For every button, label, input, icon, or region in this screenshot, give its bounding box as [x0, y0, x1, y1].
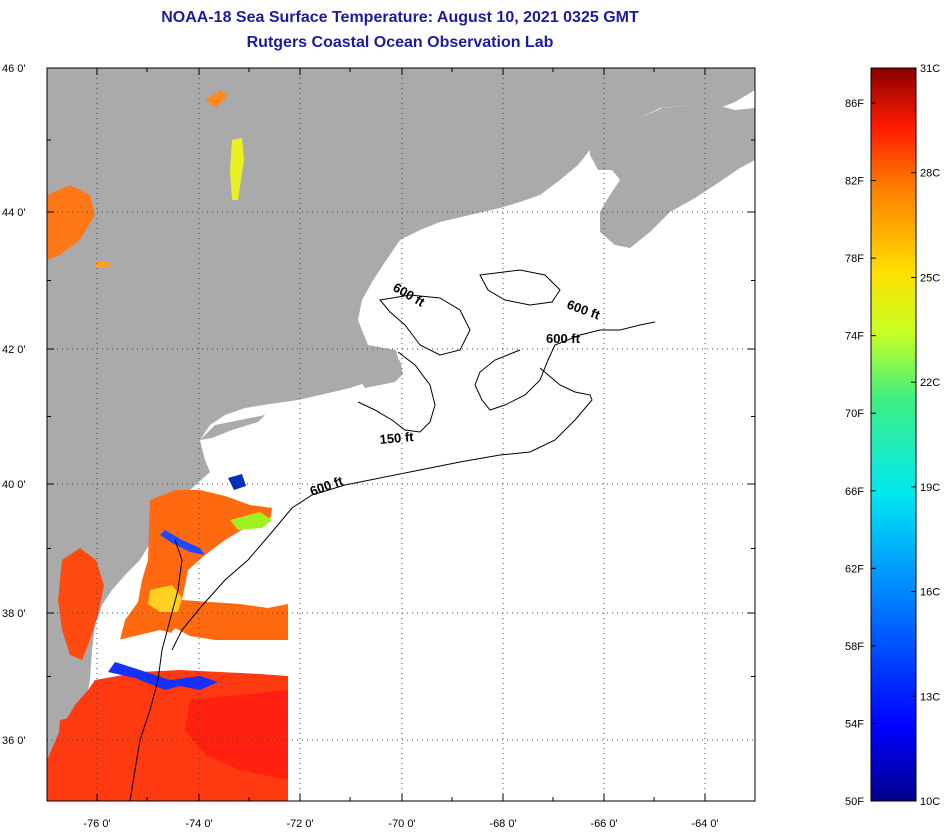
contour-label-600-c: 600 ft: [546, 331, 581, 346]
lat-label: 46 0': [2, 63, 26, 75]
longitude-labels: -76 0' -74 0' -72 0' -70 0' -68 0' -66 0' -64 …: [83, 818, 718, 830]
lat-label: 36 0': [2, 735, 26, 747]
sst-hot-band: [185, 690, 288, 780]
lat-label: 38 0': [2, 608, 26, 620]
sst-cool-band: [108, 662, 218, 690]
sst-west-chesapeake: [58, 548, 104, 660]
lon-label: -74 0': [185, 818, 212, 830]
colorbar-f-label: 66F: [845, 486, 864, 498]
colorbar-c-label: 28C: [920, 168, 940, 180]
lon-label: -64 0': [691, 818, 718, 830]
colorbar-c-label: 13C: [920, 691, 940, 703]
contour-150ft: [357, 351, 436, 433]
colorbar-c-label: 22C: [920, 377, 940, 389]
contour-basin: [379, 294, 471, 356]
sst-river-yellow: [230, 138, 244, 200]
lat-label: 40 0': [2, 479, 26, 491]
colorbar-c-label: 16C: [920, 587, 940, 599]
colorbar-c-label: 19C: [920, 482, 940, 494]
sst-hudson-plume: [228, 474, 246, 490]
colorbar-c-label: 10C: [920, 796, 940, 808]
colorbar-f-label: 70F: [845, 408, 864, 420]
colorbar-f-label: 62F: [845, 563, 864, 575]
lat-label: 44 0': [2, 207, 26, 219]
map-ticks: [47, 67, 756, 801]
lat-label: 42 0': [2, 344, 26, 356]
lon-label: -68 0': [489, 818, 516, 830]
coastline-virginia: [129, 539, 183, 801]
lon-label: -76 0': [83, 818, 110, 830]
contour-gulf-maine: [474, 321, 656, 411]
contour-600ft-shelf: [171, 367, 593, 651]
colorbar-fahrenheit-labels: 86F 82F 78F 74F 70F 66F 62F 58F 54F 50F: [845, 98, 876, 808]
colorbar-f-label: 82F: [845, 176, 864, 188]
chesapeake-bay: [100, 600, 118, 690]
colorbar-f-label: 74F: [845, 331, 864, 343]
lon-label: -72 0': [286, 818, 313, 830]
sst-cool-coast: [160, 530, 205, 555]
land-cape-cod: [358, 360, 403, 388]
sst-green-strip: [230, 512, 272, 530]
map-title: NOAA-18 Sea Surface Temperature: August …: [161, 9, 639, 26]
colorbar-f-label: 86F: [845, 98, 864, 110]
sst-lake-ontario: [47, 185, 95, 260]
colorbar-c-label: 25C: [920, 272, 940, 284]
latitude-labels: 46 0' 44 0' 42 0' 40 0' 38 0' 36 0': [2, 63, 26, 747]
lon-label: -66 0': [590, 818, 617, 830]
contour-label-150: 150 ft: [379, 429, 415, 447]
map-grid: [47, 67, 755, 801]
contour-basin-2: [479, 269, 561, 306]
sst-lake-streak: [205, 90, 228, 108]
colorbar-celsius-labels: 31C 28C 25C 22C 19C 16C 13C 10C: [911, 63, 940, 808]
colorbar: [870, 67, 917, 802]
colorbar-c-label: 31C: [920, 63, 940, 75]
map-frame: [46, 67, 756, 802]
colorbar-f-label: 54F: [845, 718, 864, 730]
sst-lake-small: [95, 262, 110, 268]
lon-label: -70 0': [388, 818, 415, 830]
land-long-island: [200, 415, 265, 440]
land-mainland: [47, 68, 755, 801]
land-nova-scotia: [590, 104, 755, 248]
map-subtitle: Rutgers Coastal Ocean Observation Lab: [246, 34, 554, 51]
colorbar-f-label: 78F: [845, 253, 864, 265]
colorbar-f-label: 50F: [845, 796, 864, 808]
colorbar-f-label: 58F: [845, 641, 864, 653]
